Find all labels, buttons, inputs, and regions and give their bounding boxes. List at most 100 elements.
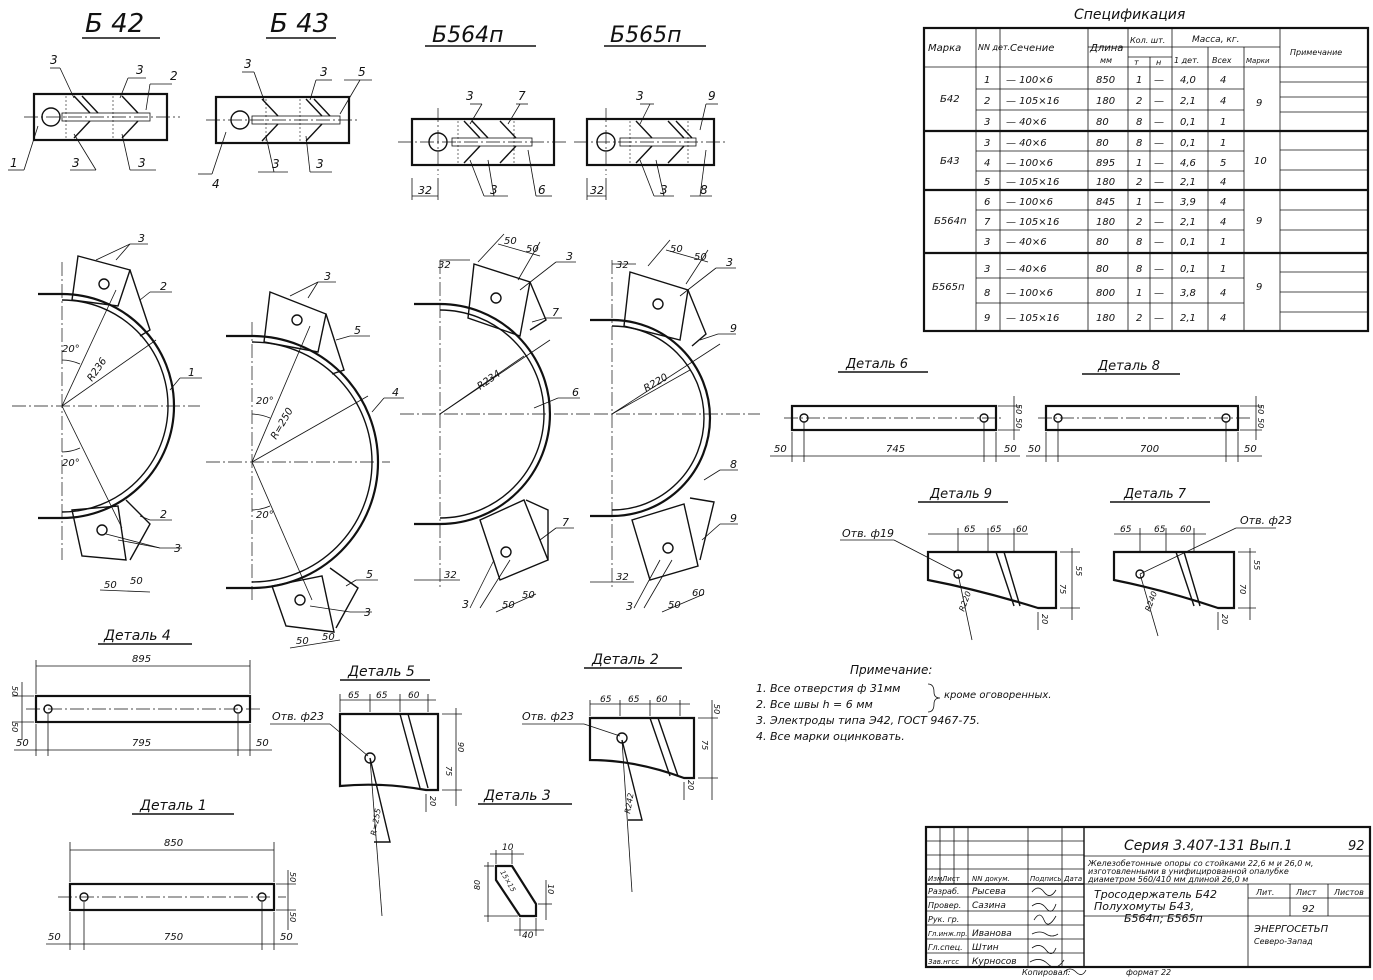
spec-header-length-unit: мм: [1100, 56, 1112, 65]
callout-7: 7: [518, 89, 526, 103]
svg-text:8: 8: [1136, 117, 1142, 128]
spec-header-length: Длина: [1089, 43, 1123, 54]
svg-text:Провер.: Провер.: [928, 901, 961, 910]
note-1: 1. Все отверстия ф 31мм: [756, 682, 900, 695]
tb-header: Подпись: [1030, 875, 1062, 883]
svg-text:1: 1: [1220, 237, 1226, 248]
table-row: 6 — 100×6 845 1 — 3,9 4: [984, 197, 1226, 208]
svg-text:— 40×6: — 40×6: [1006, 138, 1047, 149]
svg-text:—: —: [1154, 117, 1164, 128]
dim-50: 50: [296, 636, 309, 647]
description-line: изготовленными в унифицированной опалубк…: [1088, 867, 1289, 876]
angle-label: 20°: [256, 510, 274, 521]
detail-title: Деталь 2: [591, 652, 659, 668]
elevation-b564: 32 50 50 3 7 6 7 3 32 50 50 R234: [400, 233, 590, 613]
table-row: 9 — 105×16 180 2 — 2,1 4: [984, 313, 1226, 324]
note-4: 4. Все марки оцинковать.: [756, 730, 905, 743]
dim-50: 50: [48, 932, 61, 943]
dim-55: 55: [1074, 566, 1083, 576]
note-2: 2. Все швы h = 6 мм: [756, 698, 873, 711]
tb-header: Лист: [941, 875, 961, 883]
callout-3: 3: [50, 53, 58, 67]
title-block: Серия 3.407-131 Вып.1 92 Железобетонные …: [924, 825, 1372, 969]
svg-text:180: 180: [1096, 217, 1115, 228]
svg-text:Курносов: Курносов: [972, 957, 1017, 967]
svg-text:— 100×6: — 100×6: [1006, 158, 1053, 169]
spec-header-mass-mark: Марки: [1246, 57, 1270, 65]
dim-32: 32: [418, 184, 432, 197]
detail-4: Деталь 4 895 795 50 50 50 50: [10, 628, 272, 756]
svg-text:2: 2: [1136, 96, 1142, 107]
spec-mark-mass: 9: [1256, 216, 1262, 227]
callout-3: 3: [244, 57, 252, 71]
spec-header-mass-all: Всех: [1212, 56, 1232, 65]
svg-text:Сазина: Сазина: [972, 901, 1006, 911]
dim-65: 65: [348, 691, 360, 701]
weld-label: 15×15: [498, 869, 517, 894]
callout-3: 3: [324, 270, 331, 283]
dim-50: 50: [670, 244, 683, 255]
svg-text:4: 4: [1220, 75, 1226, 86]
spec-mark-mass: 10: [1254, 156, 1267, 167]
spec-header-qty-t: т: [1134, 58, 1139, 67]
svg-text:1: 1: [1136, 288, 1142, 299]
callout-3: 3: [174, 542, 181, 555]
detail-6: Деталь 6 50 745 50 50 50: [770, 357, 1023, 462]
svg-text:— 100×6: — 100×6: [1006, 197, 1053, 208]
detail-2: Деталь 2 65 65 60 Отв. ф23 R242 50 75 20: [522, 652, 721, 893]
svg-text:180: 180: [1096, 177, 1115, 188]
dim-10: 10: [502, 843, 514, 853]
callout-3: 3: [626, 600, 633, 613]
plan-view-b564: 32 3 7 3 6: [398, 89, 568, 200]
dim-50: 50: [1004, 444, 1017, 455]
series-label: Серия 3.407-131 Вып.1: [1124, 838, 1293, 854]
radius-label: R242: [623, 792, 635, 814]
spec-header-mass: Масса, кг.: [1192, 35, 1239, 45]
detail-3: Деталь 3 10 80 15×15 40 10: [473, 788, 572, 941]
elevation-b42: 3 2 1 2 3 R236 20° 20° 50 50: [12, 232, 202, 593]
table-row: 5 — 105×16 180 2 — 2,1 4: [984, 177, 1226, 188]
dim-50: 50: [256, 738, 269, 749]
spec-marka: Б43: [940, 156, 960, 167]
detail-7: Деталь 7 65 65 60 Отв. ф23 R240 55 70 20: [1110, 487, 1292, 637]
svg-text:4: 4: [1220, 217, 1226, 228]
svg-text:2,1: 2,1: [1180, 177, 1196, 188]
dim-50: 50: [322, 632, 335, 643]
note-brace: кроме оговоренных.: [944, 690, 1051, 701]
dim-50: 50: [1244, 444, 1257, 455]
dim-50: 50: [288, 912, 297, 922]
plan-view-b42: 3 3 2 1 3 3: [8, 53, 180, 171]
callout-7: 7: [552, 306, 559, 319]
dim-50: 50: [288, 872, 297, 882]
spec-mark-mass: 9: [1256, 282, 1262, 293]
lit-label: Лит.: [1255, 888, 1274, 897]
detail-title: Деталь 1: [139, 798, 207, 814]
svg-text:4: 4: [984, 158, 990, 169]
callout-5: 5: [354, 324, 361, 337]
svg-text:3: 3: [984, 264, 990, 275]
note-3: 3. Электроды типа Э42, ГОСТ 9467-75.: [756, 714, 980, 727]
dim-length: 700: [1140, 444, 1159, 455]
dim-inner: 795: [132, 738, 151, 749]
callout-3: 3: [660, 183, 668, 197]
svg-text:4: 4: [1220, 313, 1226, 324]
dim-10: 10: [546, 884, 555, 894]
hole-label: Отв. ф23: [272, 710, 324, 723]
copied-by-label: Копировал:: [1022, 968, 1071, 977]
dim-20: 20: [1220, 614, 1229, 624]
svg-text:Зав.нгсс: Зав.нгсс: [928, 958, 959, 966]
tb-person-row: Зав.нгсс Курносов: [928, 957, 1017, 967]
table-row: 1 — 100×6 850 1 — 4,0 4: [984, 75, 1226, 86]
drawing-name: Б564п; Б565п: [1124, 912, 1203, 925]
svg-text:— 40×6: — 40×6: [1006, 117, 1047, 128]
dim-65: 65: [1154, 525, 1166, 535]
drawing-name: Тросодержатель Б42: [1094, 888, 1217, 901]
dim-65: 65: [964, 525, 976, 535]
callout-9: 9: [730, 322, 737, 335]
dim-50: 50: [774, 444, 787, 455]
table-row: 4 — 100×6 895 1 — 4,6 5: [984, 158, 1226, 169]
detail-9: Деталь 9 65 65 60 Отв. ф19 R220 55 75 20: [840, 487, 1083, 641]
signature-mark: [1031, 931, 1059, 937]
dim-50: 50: [104, 580, 117, 591]
